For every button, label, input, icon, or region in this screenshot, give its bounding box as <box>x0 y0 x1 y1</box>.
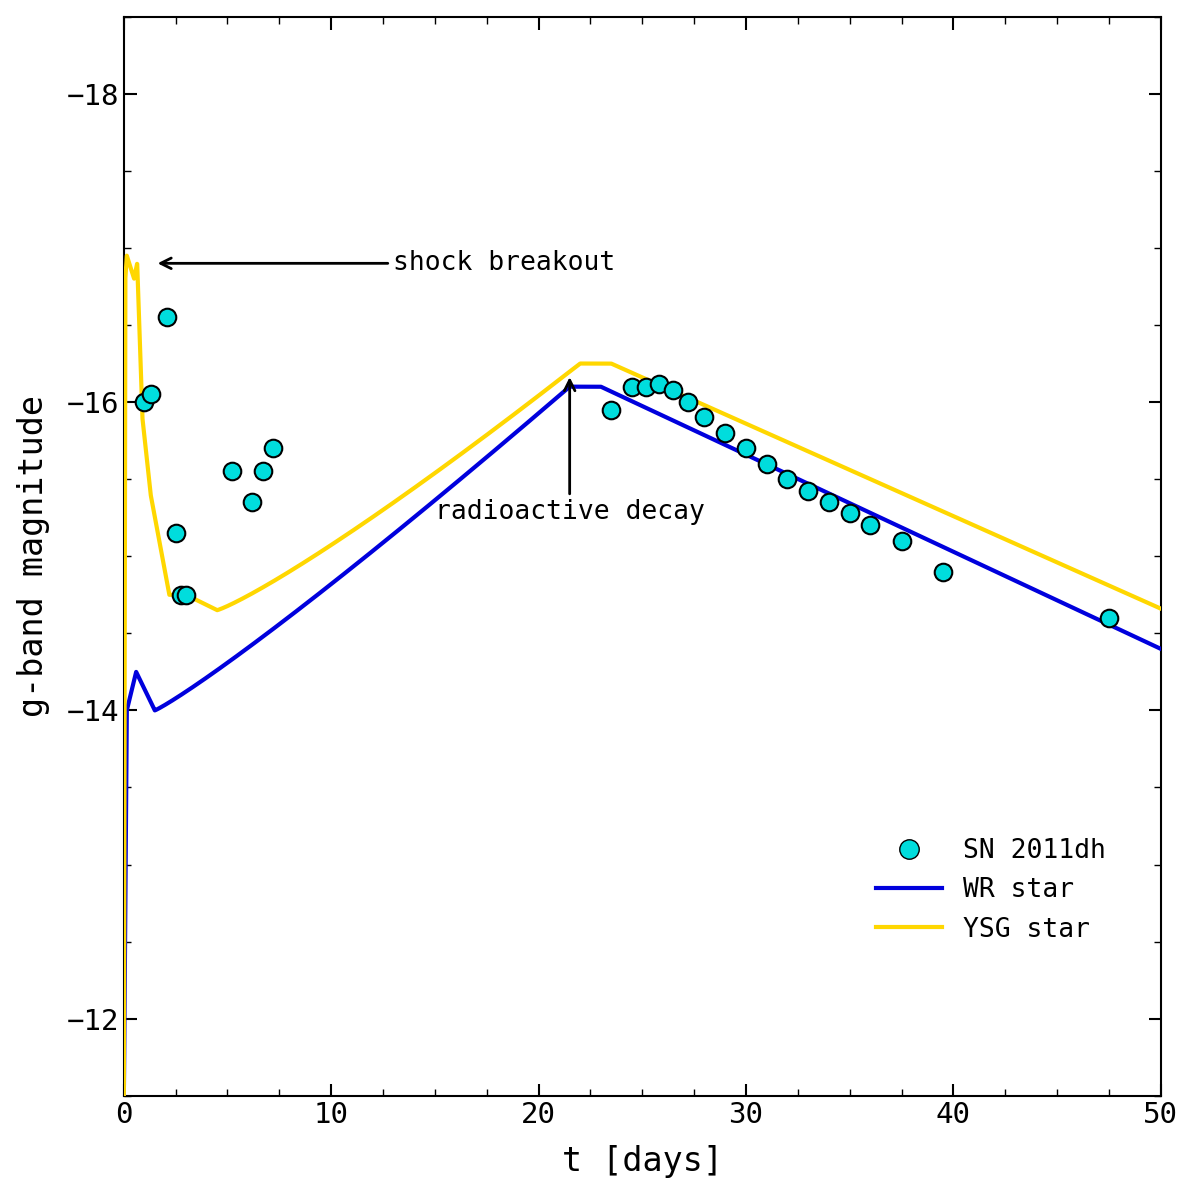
Point <box>222 462 241 482</box>
Point <box>840 503 859 522</box>
Point <box>778 470 797 489</box>
Point <box>135 392 154 411</box>
Point <box>171 586 190 605</box>
Point <box>695 407 715 427</box>
Point <box>243 492 262 511</box>
Point <box>758 454 777 473</box>
Point <box>637 378 656 397</box>
Point <box>166 523 185 543</box>
Point <box>736 439 755 458</box>
Text: shock breakout: shock breakout <box>160 250 615 276</box>
Point <box>1099 608 1119 627</box>
Point <box>263 439 282 458</box>
Point <box>253 462 272 482</box>
Point <box>891 532 911 551</box>
Text: radioactive decay: radioactive decay <box>435 380 705 526</box>
Point <box>649 374 668 393</box>
X-axis label: t [days]: t [days] <box>562 1145 723 1178</box>
Y-axis label: g-band magnitude: g-band magnitude <box>17 396 50 717</box>
Legend: SN 2011dh, WR star, YSG star: SN 2011dh, WR star, YSG star <box>865 828 1116 954</box>
Point <box>158 308 177 327</box>
Point <box>716 423 735 442</box>
Point <box>177 586 196 605</box>
Point <box>933 562 952 581</box>
Point <box>663 380 682 399</box>
Point <box>623 378 642 397</box>
Point <box>601 400 620 419</box>
Point <box>141 385 160 404</box>
Point <box>798 482 817 501</box>
Point <box>679 392 698 411</box>
Point <box>860 516 880 535</box>
Point <box>820 492 839 511</box>
